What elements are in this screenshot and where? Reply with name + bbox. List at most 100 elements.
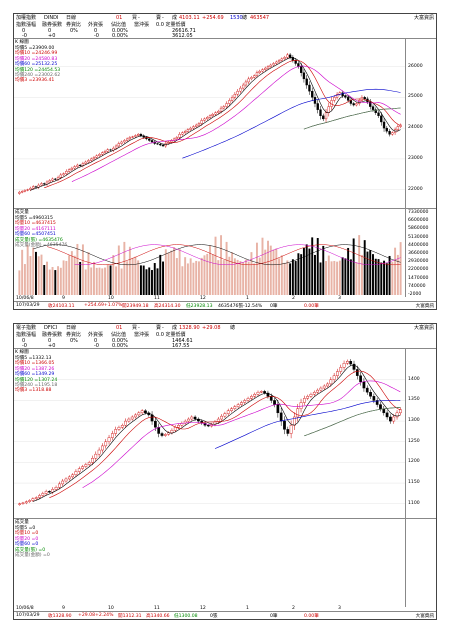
volume-bar (95, 267, 98, 295)
volume-bar (112, 255, 115, 295)
volume-legend-value: =0 (30, 531, 39, 537)
volume-legend-label: 成交量(金額) (15, 243, 42, 249)
volume-ma-line (74, 244, 401, 266)
date-axis: 10/06/8 9 10 11 12 1 2 3 (14, 606, 436, 612)
volume-bar (184, 257, 187, 295)
candle (371, 106, 375, 110)
candle (203, 118, 206, 121)
candle (117, 427, 121, 430)
ma-legend: 均價5 =23909.00 均價10 =24246.99 均價20 =24580.8… (15, 46, 60, 84)
date-tick-label: 1 (246, 296, 249, 301)
footer-pct: 0.00筆 (304, 303, 319, 309)
volume-bar (98, 267, 101, 295)
ma-legend-label: 均價60 (15, 62, 31, 68)
volume-chart-title: 成交量 (15, 520, 29, 525)
volume-bar (84, 269, 87, 295)
candle (382, 121, 386, 129)
volume-legend-item: 均量10 =0 (15, 531, 50, 536)
volume-bar (123, 241, 126, 295)
candle (305, 78, 308, 86)
date-tick-label: 2 (292, 296, 295, 301)
ma-legend-item: 均價20 =1387.26 (15, 367, 57, 372)
volume-bar (120, 268, 123, 295)
volume-bar (380, 262, 383, 295)
candle (324, 112, 328, 120)
volume-tick-label: 5860000 (408, 226, 429, 232)
hdr-value: 0.00% (112, 337, 128, 344)
hdr-value: 0 (94, 27, 98, 34)
volume-bar (242, 262, 245, 295)
volume-bar (48, 269, 51, 295)
volume-legend-value: =0 (30, 536, 39, 542)
date-tick-label: 3 (338, 606, 341, 611)
price-tick-label: 25000 (408, 94, 423, 100)
total-unit: 總 (242, 15, 248, 21)
volume-chart (14, 519, 436, 614)
date-tick-label: 11 (154, 606, 160, 611)
candle (391, 132, 394, 135)
ma-legend-label: 均價3 (15, 388, 28, 394)
price-tick-label: 23000 (408, 155, 423, 161)
candle (322, 385, 326, 389)
volume-bar (269, 245, 272, 295)
volume-bar (360, 254, 363, 295)
candle (103, 151, 107, 153)
volume-bar (399, 242, 402, 295)
candle (90, 158, 93, 161)
volume-tick-label: 2200000 (408, 267, 429, 273)
candle (21, 502, 25, 504)
volume-bar (134, 256, 137, 295)
volume-bar (355, 262, 358, 295)
candle (355, 369, 359, 376)
candle (48, 491, 51, 493)
ma-legend: 均價5 =1332.13 均價10 =1366.05 均價20 =1387.26 均價… (15, 356, 57, 394)
candle (106, 149, 109, 152)
volume-bar (388, 255, 391, 295)
hdr-label: 佔比值 (111, 331, 127, 338)
candle (275, 61, 278, 64)
total-unit: 總 (230, 325, 236, 331)
candle (259, 391, 263, 393)
candle (173, 427, 177, 431)
candle (359, 375, 362, 383)
volume-bar (29, 256, 32, 295)
candle (18, 503, 22, 505)
volume-legend-label: 均量20 (15, 536, 31, 542)
date-tick-label: 11 (154, 296, 160, 301)
ma-line (32, 364, 401, 502)
volume-bar (156, 268, 159, 295)
price-tick-label: 1350 (408, 397, 420, 403)
candle (24, 501, 28, 504)
candle (67, 169, 71, 172)
ma-legend-label: 均價60 (15, 372, 31, 378)
volume-ma-line (46, 244, 401, 266)
candle (91, 458, 94, 463)
price-axis: 1400 1350 1300 1250 1200 1150 1100 (405, 349, 436, 518)
price-chart-area: K 線圖 均價5 =1332.13 均價10 =1366.05 均價20 =1387… (14, 349, 436, 518)
candle (369, 391, 372, 397)
hdr-label: 指數漲幅 (16, 331, 37, 338)
candle (296, 408, 300, 418)
volume-bar (261, 237, 264, 295)
candle (253, 394, 257, 397)
volume-legend-value: =0 (36, 547, 46, 553)
volume-bar (175, 258, 178, 295)
volume-bar (383, 260, 386, 295)
volume-bar (233, 258, 236, 295)
candle (40, 183, 43, 186)
volume-bar (244, 259, 247, 295)
volume-bar (225, 241, 228, 295)
volume-bar (173, 247, 176, 295)
hdr-value2: 0.00% (112, 342, 128, 349)
ma-line (71, 65, 401, 182)
date-tick-label: 12 (200, 296, 206, 301)
ma-legend-item: 均價120 =24454.53 (15, 68, 60, 73)
volume-bar (289, 263, 292, 295)
ma-legend-value: =23909.00 (27, 46, 55, 51)
volume-bar (68, 255, 71, 295)
ma-legend-value: =1318.88 (27, 388, 52, 394)
ma-line (182, 88, 401, 159)
volume-bar (239, 261, 242, 295)
volume-bar (325, 261, 327, 295)
candle (352, 363, 356, 370)
